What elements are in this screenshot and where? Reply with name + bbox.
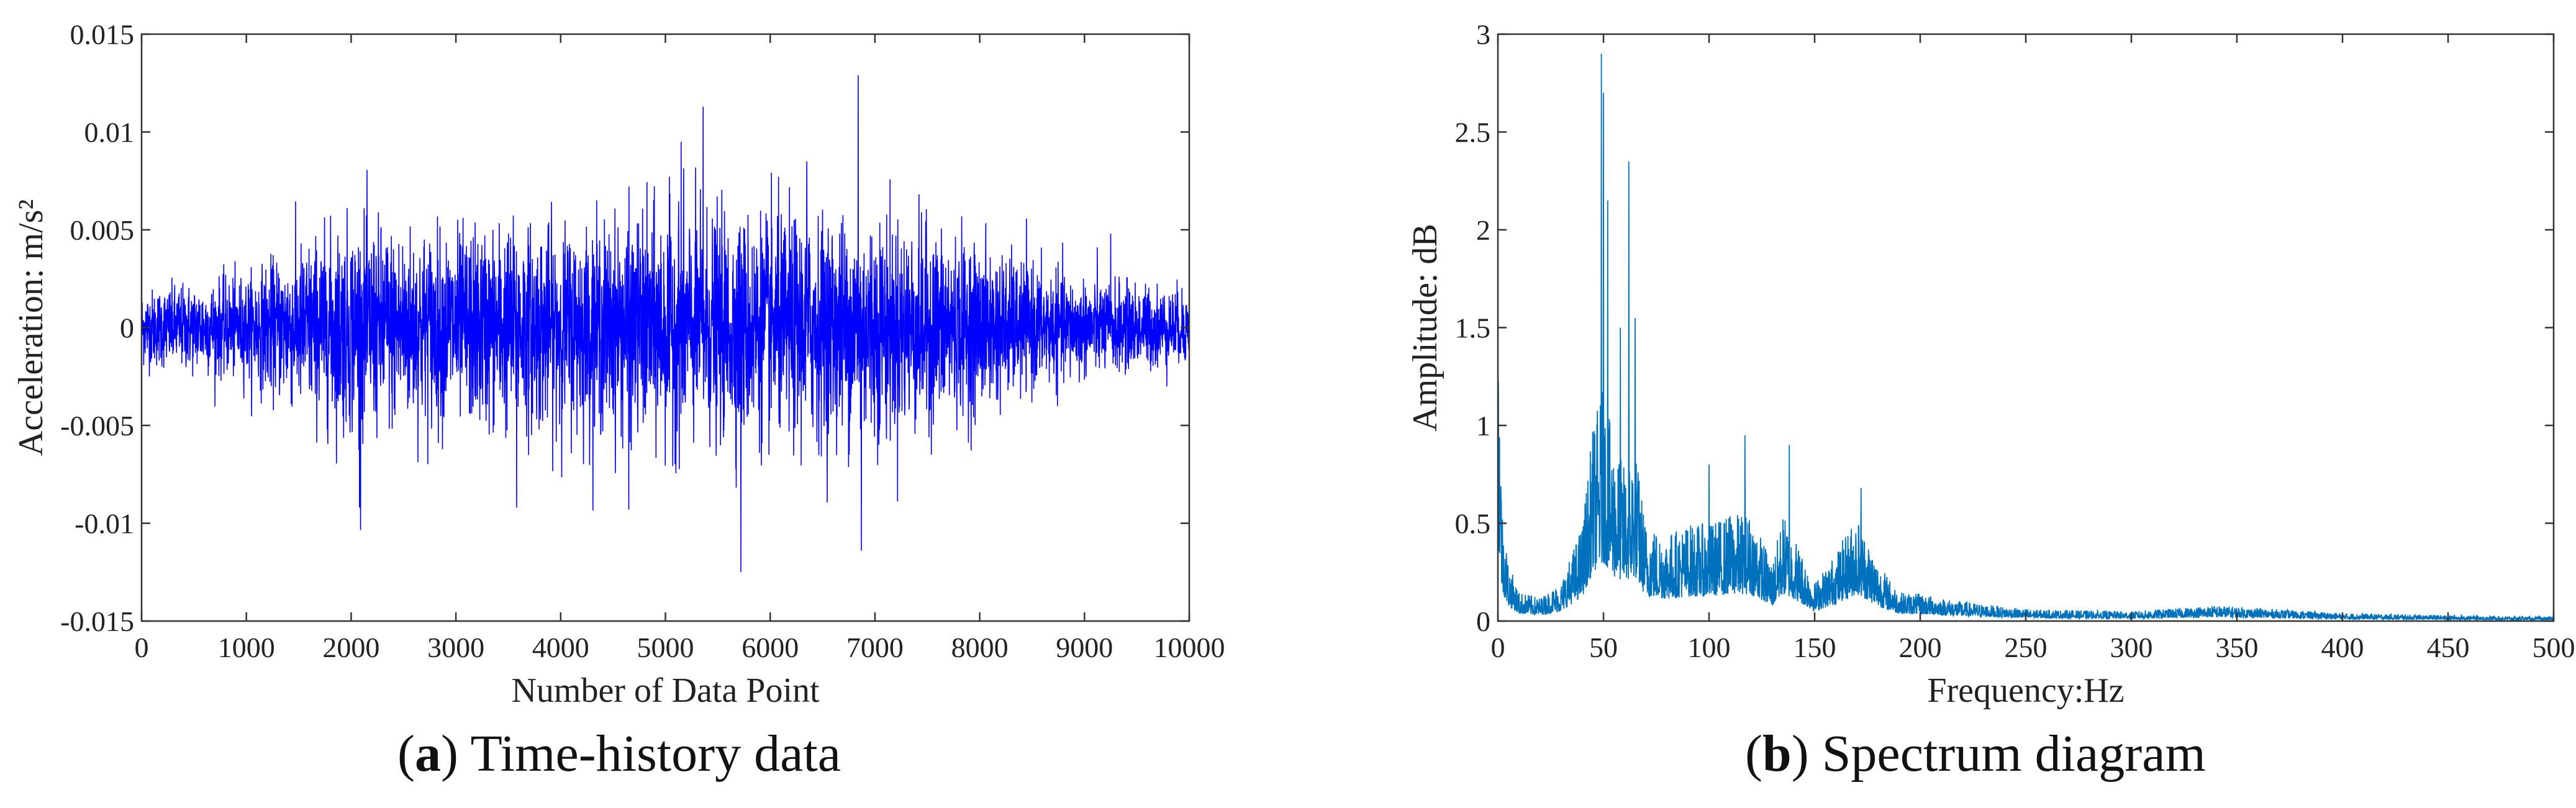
chart-time-history: 0 1000 2000 3000 4000 5000 6000 7000 8000 9000 100… [12, 19, 1225, 710]
x-tick-label: 400 [2321, 632, 2364, 663]
x-tick-label: 450 [2427, 632, 2470, 663]
caption-text-a: Time-history data [470, 725, 841, 783]
x-tick-label: 50 [1589, 632, 1618, 663]
x-tick-label: 300 [2110, 632, 2153, 663]
x-tick-label: 4000 [532, 632, 589, 663]
x-tick-label: 1000 [218, 632, 275, 663]
x-tick-label: 6000 [742, 632, 799, 663]
x-tick-label: 2000 [322, 632, 379, 663]
acceleration-series-line [142, 75, 1189, 573]
y-tick-label: 0.015 [70, 19, 135, 50]
y-tick-label: 1 [1476, 410, 1490, 442]
y-tick-label: -0.01 [75, 508, 134, 540]
y-tick-label: 2 [1476, 214, 1490, 246]
y-tick-label: 0.005 [70, 214, 135, 246]
y-tick-label: 0.5 [1455, 508, 1491, 540]
x-tick-label: 0 [1491, 632, 1505, 663]
y-tick-label: 1.5 [1455, 312, 1491, 344]
x-tick-label: 7000 [846, 632, 904, 663]
y-axis-label: Acceleration: m/s² [12, 199, 50, 456]
x-tick-label: 8000 [951, 632, 1009, 663]
x-tick-label: 10000 [1154, 632, 1225, 663]
caption-time-history: (a) Time-history data [397, 725, 841, 783]
x-tick-label: 9000 [1056, 632, 1113, 663]
x-tick-label: 5000 [637, 632, 694, 663]
caption-spectrum: (b) Spectrum diagram [1745, 725, 2206, 783]
chart-spectrum: 0 50 100 150 200 250 300 350 400 450 500 0 0.5 1 1.5 2 2… [1406, 19, 2575, 710]
plot-frame [1497, 33, 2555, 622]
y-tick-label: 3 [1476, 19, 1490, 50]
x-tick-label: 200 [1899, 632, 1942, 663]
y-tick-label: -0.015 [60, 606, 134, 637]
x-tick-label: 500 [2533, 632, 2575, 663]
x-tick-label: 100 [1688, 632, 1731, 663]
y-tick-label: 0 [120, 312, 134, 344]
caption-text-b: Spectrum diagram [1821, 725, 2206, 783]
y-tick-label: 0 [1476, 606, 1490, 637]
amplitude-series-line [1498, 53, 2554, 621]
x-axis-label: Frequency:Hz [1927, 671, 2124, 710]
y-tick-label: 0.01 [84, 117, 135, 148]
x-tick-label: 150 [1794, 632, 1836, 663]
x-tick-label: 250 [2005, 632, 2048, 663]
panel-letter-b: b [1762, 725, 1792, 783]
panel-letter-a: a [414, 725, 441, 783]
y-tick-label: -0.005 [60, 410, 134, 442]
x-axis-label: Number of Data Point [511, 671, 820, 710]
x-tick-label: 350 [2216, 632, 2259, 663]
x-tick-label: 0 [135, 632, 149, 663]
x-tick-label: 3000 [427, 632, 484, 663]
y-axis-label: Amplitude: dB [1406, 224, 1444, 431]
y-tick-label: 2.5 [1455, 117, 1491, 148]
